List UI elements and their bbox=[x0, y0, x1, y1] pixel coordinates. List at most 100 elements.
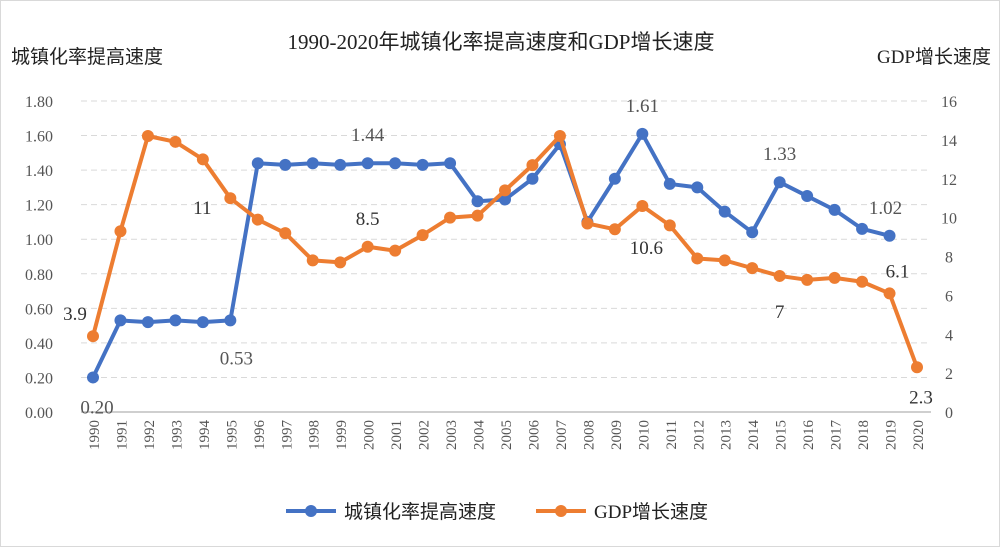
data-point-0 bbox=[196, 316, 209, 329]
data-label-1: 7 bbox=[775, 302, 785, 323]
data-point-1 bbox=[746, 262, 759, 275]
data-point-0 bbox=[773, 176, 786, 189]
data-point-1 bbox=[691, 252, 704, 265]
left-tick-label: 1.40 bbox=[25, 163, 53, 180]
x-tick-label: 2006 bbox=[526, 420, 542, 451]
left-tick-label: 1.60 bbox=[25, 129, 53, 146]
x-tick-label: 1995 bbox=[224, 420, 240, 450]
data-point-0 bbox=[169, 314, 182, 327]
x-tick-label: 2009 bbox=[609, 420, 625, 450]
x-tick-label: 1998 bbox=[307, 420, 323, 450]
x-tick-label: 2010 bbox=[636, 420, 652, 450]
x-tick-label: 2013 bbox=[719, 420, 735, 450]
data-label-1: 11 bbox=[193, 198, 211, 219]
right-tick-label: 10 bbox=[941, 211, 957, 228]
data-point-0 bbox=[636, 127, 649, 140]
left-tick-label: 1.20 bbox=[25, 198, 53, 215]
right-axis-label: GDP增长速度 bbox=[877, 46, 991, 68]
data-point-1 bbox=[224, 192, 237, 205]
x-tick-label: 2018 bbox=[856, 420, 872, 450]
left-tick-label: 1.80 bbox=[25, 94, 53, 111]
data-point-0 bbox=[87, 371, 99, 384]
x-tick-label: 2007 bbox=[554, 420, 570, 451]
data-point-0 bbox=[828, 203, 841, 216]
left-tick-label: 0.60 bbox=[25, 301, 53, 318]
data-label-1: 10.6 bbox=[630, 238, 663, 259]
data-label-1: 6.1 bbox=[886, 261, 910, 282]
data-label-1: 3.9 bbox=[63, 304, 87, 325]
legend-label-gdp: GDP增长速度 bbox=[594, 501, 708, 523]
right-tick-label: 8 bbox=[945, 250, 953, 267]
x-tick-label: 2014 bbox=[746, 420, 762, 451]
data-point-1 bbox=[828, 271, 841, 284]
x-tick-label: 1996 bbox=[252, 420, 268, 451]
data-point-0 bbox=[224, 314, 237, 327]
data-point-0 bbox=[389, 157, 402, 170]
left-tick-label: 0.00 bbox=[25, 405, 53, 422]
x-tick-label: 1999 bbox=[334, 420, 350, 450]
x-tick-label: 2004 bbox=[472, 420, 488, 451]
data-point-1 bbox=[87, 330, 99, 343]
data-point-0 bbox=[141, 316, 154, 329]
data-point-1 bbox=[773, 269, 786, 282]
data-point-1 bbox=[608, 223, 621, 236]
x-tick-label: 1997 bbox=[279, 420, 295, 451]
x-tick-label: 1994 bbox=[197, 420, 213, 451]
right-tick-label: 0 bbox=[945, 405, 953, 422]
x-tick-label: 2005 bbox=[499, 420, 515, 450]
legend-marker-gdp bbox=[555, 505, 567, 517]
data-label-0: 1.61 bbox=[626, 96, 659, 117]
data-point-1 bbox=[718, 254, 731, 267]
left-axis-label: 城镇化率提高速度 bbox=[11, 46, 163, 68]
x-tick-label: 2001 bbox=[389, 420, 405, 450]
data-point-1 bbox=[251, 213, 264, 226]
data-point-0 bbox=[251, 157, 264, 170]
data-point-1 bbox=[581, 217, 594, 230]
right-tick-label: 6 bbox=[945, 288, 953, 305]
data-point-1 bbox=[801, 273, 814, 286]
data-point-1 bbox=[196, 153, 209, 166]
data-point-1 bbox=[526, 159, 539, 172]
data-point-1 bbox=[306, 254, 319, 267]
data-point-1 bbox=[663, 219, 676, 232]
legend-marker-urbanization bbox=[305, 505, 317, 517]
right-tick-label: 12 bbox=[941, 172, 957, 189]
left-tick-label: 0.80 bbox=[25, 267, 53, 284]
x-tick-label: 2020 bbox=[911, 420, 927, 450]
x-tick-label: 2015 bbox=[774, 420, 790, 450]
right-tick-label: 14 bbox=[941, 133, 957, 150]
x-tick-label: 2000 bbox=[362, 420, 378, 450]
data-point-1 bbox=[444, 211, 457, 224]
right-tick-label: 4 bbox=[945, 327, 953, 344]
series-line-1 bbox=[91, 133, 919, 368]
data-point-1 bbox=[334, 256, 347, 269]
data-point-1 bbox=[361, 240, 374, 253]
data-point-0 bbox=[691, 181, 704, 194]
data-point-0 bbox=[306, 157, 319, 170]
data-point-1 bbox=[499, 184, 511, 197]
data-label-0: 0.53 bbox=[220, 348, 253, 369]
left-tick-label: 1.00 bbox=[25, 232, 53, 249]
data-point-0 bbox=[471, 195, 484, 208]
data-point-0 bbox=[114, 314, 127, 327]
data-point-0 bbox=[444, 157, 457, 170]
x-tick-label: 2011 bbox=[664, 420, 680, 449]
data-point-1 bbox=[114, 225, 127, 238]
data-point-1 bbox=[141, 129, 154, 142]
data-point-0 bbox=[746, 226, 759, 239]
x-tick-label: 2012 bbox=[691, 420, 707, 450]
data-point-1 bbox=[416, 229, 429, 242]
x-tick-label: 2003 bbox=[444, 420, 460, 450]
x-tick-label: 1992 bbox=[142, 420, 158, 450]
data-point-1 bbox=[169, 135, 182, 148]
data-point-0 bbox=[856, 222, 869, 235]
data-point-1 bbox=[911, 361, 923, 374]
data-point-1 bbox=[636, 199, 649, 212]
x-tick-label: 2017 bbox=[829, 420, 845, 451]
data-point-1 bbox=[883, 287, 896, 300]
data-label-0: 1.02 bbox=[869, 198, 902, 219]
x-tick-label: 2002 bbox=[417, 420, 433, 450]
data-point-0 bbox=[883, 229, 896, 242]
data-point-1 bbox=[856, 275, 869, 288]
